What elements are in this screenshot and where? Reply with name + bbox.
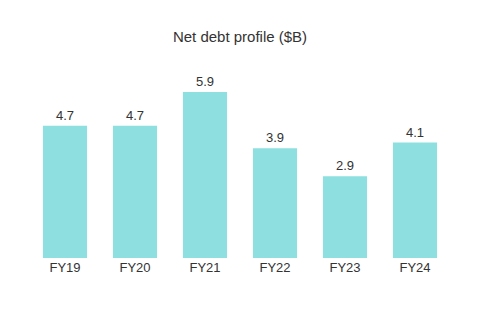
svg-text:3.9: 3.9 xyxy=(266,130,284,145)
svg-text:FY22: FY22 xyxy=(259,260,290,275)
svg-text:FY21: FY21 xyxy=(189,260,220,275)
svg-text:FY24: FY24 xyxy=(399,260,430,275)
svg-text:FY19: FY19 xyxy=(49,260,80,275)
svg-text:Net debt profile ($B): Net debt profile ($B) xyxy=(173,28,307,45)
svg-text:FY20: FY20 xyxy=(119,260,150,275)
svg-text:4.1: 4.1 xyxy=(406,125,424,140)
svg-text:5.9: 5.9 xyxy=(196,74,214,89)
svg-text:4.7: 4.7 xyxy=(126,108,144,123)
svg-text:4.7: 4.7 xyxy=(56,108,74,123)
svg-text:FY23: FY23 xyxy=(329,260,360,275)
svg-text:2.9: 2.9 xyxy=(336,158,354,173)
